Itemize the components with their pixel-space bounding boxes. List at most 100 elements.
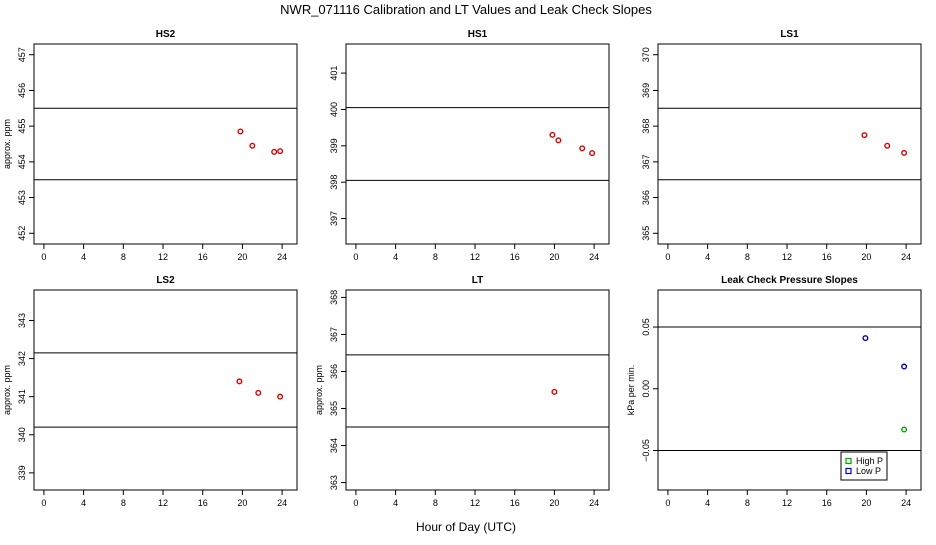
plot-frame xyxy=(33,289,298,491)
x-tick-label: 24 xyxy=(589,252,599,262)
x-tick-label: 12 xyxy=(782,498,792,508)
x-tick-label: 4 xyxy=(393,498,398,508)
legend-box xyxy=(840,451,888,481)
x-tick-label: 12 xyxy=(470,498,480,508)
x-tick-label: 20 xyxy=(549,252,559,262)
legend-swatch xyxy=(845,467,852,475)
x-tick-label: 24 xyxy=(277,498,287,508)
x-tick-label: 24 xyxy=(901,252,911,262)
y-tick-label: 340 xyxy=(17,427,27,442)
y-tick-label: 364 xyxy=(329,438,339,453)
data-point xyxy=(277,148,284,155)
figure-title: NWR_071116 Calibration and LT Values and… xyxy=(280,2,652,17)
y-axis-label: approx. ppm xyxy=(2,119,12,169)
figure-xlabel: Hour of Day (UTC) xyxy=(416,520,516,534)
data-point xyxy=(277,393,284,400)
y-tick-label: 455 xyxy=(17,119,27,134)
data-point xyxy=(589,150,596,157)
x-tick-label: 20 xyxy=(237,252,247,262)
data-point xyxy=(237,128,244,135)
panel-title: HS1 xyxy=(468,29,488,40)
data-point xyxy=(901,363,908,370)
panel-hs1: HS1 0 4 8 12 16 20 24 397 398 399 400 401 xyxy=(329,29,610,262)
x-tick-label: 16 xyxy=(510,252,520,262)
y-tick-label: 457 xyxy=(17,47,27,62)
y-tick-label: 454 xyxy=(17,154,27,169)
panel-ls2: LS2 0 4 8 12 16 20 24 339 340 341 342 343 approx. ppm xyxy=(2,275,298,508)
x-tick-label: 20 xyxy=(861,252,871,262)
x-tick-label: 4 xyxy=(705,252,710,262)
legend-swatch xyxy=(845,457,852,465)
y-tick-label: 366 xyxy=(329,364,339,379)
x-tick-label: 16 xyxy=(510,498,520,508)
data-point xyxy=(255,389,262,396)
panel-leak-check-pressure-slopes: Leak Check Pressure Slopes 0 4 8 12 16 20 24 −0.… xyxy=(626,275,922,508)
data-point xyxy=(249,142,256,149)
panel-title: LT xyxy=(472,275,483,286)
y-tick-label: 452 xyxy=(17,226,27,241)
x-tick-label: 0 xyxy=(665,498,670,508)
plot-frame xyxy=(345,289,610,491)
y-tick-label: 366 xyxy=(641,190,651,205)
panel-grid: HS2 0 4 8 12 16 20 24 452 453 454 455 456 457 approx. … xyxy=(2,29,922,508)
panel-title: LS2 xyxy=(156,275,175,286)
x-tick-label: 12 xyxy=(782,252,792,262)
y-tick-label: 369 xyxy=(641,83,651,98)
y-tick-label: 367 xyxy=(329,327,339,342)
panel-title: LS1 xyxy=(780,29,799,40)
plot-frame xyxy=(657,289,922,491)
x-tick-label: 8 xyxy=(121,252,126,262)
x-tick-label: 24 xyxy=(901,498,911,508)
y-axis-label: approx. ppm xyxy=(2,365,12,415)
data-point xyxy=(555,137,562,144)
y-tick-label: 342 xyxy=(17,351,27,366)
x-tick-label: 0 xyxy=(41,498,46,508)
y-tick-label: 400 xyxy=(329,102,339,117)
x-tick-label: 12 xyxy=(158,252,168,262)
y-tick-label: −0.05 xyxy=(641,439,651,462)
y-tick-label: 339 xyxy=(17,465,27,480)
data-point xyxy=(862,335,869,342)
y-tick-label: 0.05 xyxy=(641,318,651,336)
x-tick-label: 20 xyxy=(549,498,559,508)
panel-hs2: HS2 0 4 8 12 16 20 24 452 453 454 455 456 457 approx. … xyxy=(2,29,298,262)
panel-lt: LT 0 4 8 12 16 20 24 363 364 365 366 367 368 approx. p… xyxy=(314,275,610,508)
x-tick-label: 16 xyxy=(198,498,208,508)
x-tick-label: 8 xyxy=(121,498,126,508)
data-point xyxy=(901,149,908,156)
y-tick-label: 368 xyxy=(641,119,651,134)
y-tick-label: 398 xyxy=(329,175,339,190)
x-tick-label: 16 xyxy=(198,252,208,262)
y-tick-label: 365 xyxy=(641,226,651,241)
x-tick-label: 8 xyxy=(433,498,438,508)
x-tick-label: 24 xyxy=(277,252,287,262)
x-tick-label: 8 xyxy=(745,498,750,508)
y-tick-label: 456 xyxy=(17,83,27,98)
plot-frame xyxy=(33,43,298,245)
x-tick-label: 8 xyxy=(433,252,438,262)
x-tick-label: 20 xyxy=(861,498,871,508)
x-tick-label: 12 xyxy=(158,498,168,508)
x-tick-label: 16 xyxy=(822,498,832,508)
y-tick-label: 370 xyxy=(641,47,651,62)
panel-title: HS2 xyxy=(156,29,176,40)
x-tick-label: 4 xyxy=(705,498,710,508)
x-tick-label: 4 xyxy=(393,252,398,262)
y-tick-label: 453 xyxy=(17,190,27,205)
x-tick-label: 24 xyxy=(589,498,599,508)
x-tick-label: 16 xyxy=(822,252,832,262)
legend-label: High P xyxy=(856,456,883,466)
x-tick-label: 0 xyxy=(665,252,670,262)
data-point xyxy=(551,388,558,395)
plot-frame xyxy=(657,43,922,245)
plot-frame xyxy=(345,43,610,245)
x-tick-label: 4 xyxy=(81,252,86,262)
data-point xyxy=(884,142,891,149)
y-tick-label: 397 xyxy=(329,211,339,226)
data-point xyxy=(549,131,556,138)
panel-title: Leak Check Pressure Slopes xyxy=(721,275,858,286)
y-tick-label: 0.00 xyxy=(641,380,651,398)
